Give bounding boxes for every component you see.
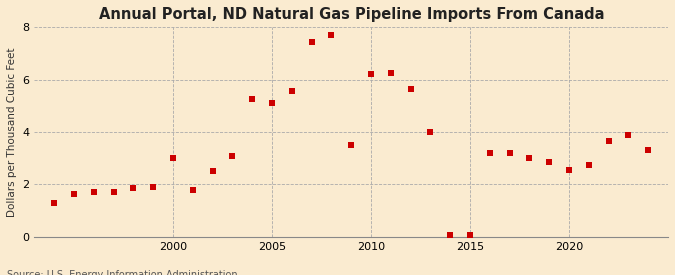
Point bbox=[623, 132, 634, 137]
Point bbox=[346, 143, 356, 147]
Y-axis label: Dollars per Thousand Cubic Feet: Dollars per Thousand Cubic Feet bbox=[7, 47, 17, 217]
Point bbox=[69, 191, 80, 196]
Point bbox=[207, 169, 218, 174]
Point bbox=[88, 190, 99, 194]
Point bbox=[385, 71, 396, 75]
Point bbox=[148, 185, 159, 189]
Point bbox=[108, 190, 119, 194]
Point bbox=[167, 156, 178, 160]
Point bbox=[564, 168, 574, 172]
Point bbox=[524, 156, 535, 160]
Point bbox=[128, 186, 139, 191]
Point bbox=[286, 89, 297, 94]
Point bbox=[464, 233, 475, 238]
Point bbox=[49, 200, 59, 205]
Point bbox=[485, 151, 495, 155]
Point bbox=[227, 153, 238, 158]
Point bbox=[366, 72, 377, 77]
Point bbox=[188, 187, 198, 192]
Text: Source: U.S. Energy Information Administration: Source: U.S. Energy Information Administ… bbox=[7, 271, 238, 275]
Point bbox=[425, 130, 436, 134]
Point bbox=[603, 139, 614, 143]
Point bbox=[405, 87, 416, 91]
Point bbox=[504, 151, 515, 155]
Point bbox=[544, 160, 555, 164]
Point bbox=[583, 163, 594, 167]
Point bbox=[247, 97, 258, 101]
Point bbox=[643, 148, 653, 153]
Point bbox=[306, 40, 317, 44]
Point bbox=[267, 101, 277, 105]
Point bbox=[445, 233, 456, 238]
Point bbox=[326, 33, 337, 37]
Title: Annual Portal, ND Natural Gas Pipeline Imports From Canada: Annual Portal, ND Natural Gas Pipeline I… bbox=[99, 7, 604, 22]
